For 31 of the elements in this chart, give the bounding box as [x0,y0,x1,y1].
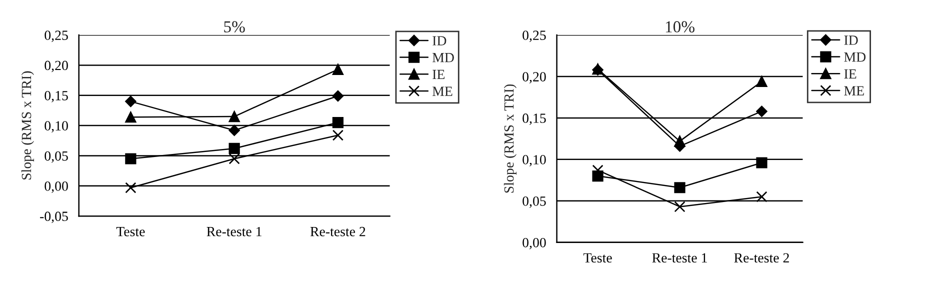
x-tick-label: Re-teste 1 [652,253,707,263]
y-tick-label: 0,00 [522,238,546,250]
legend-label: IE [844,69,856,78]
legend-label: MD [432,53,454,62]
y-tick-label: 0,25 [522,30,546,42]
y-tick-label: 0,00 [44,181,68,193]
x-tick-label: Teste [116,227,145,236]
y-tick-label: 0,15 [44,90,68,102]
y-tick-label: 0,05 [44,151,68,163]
y-axis-title: Slope (RMS x TRI) [504,84,517,193]
legend-label: ID [432,36,446,46]
x-tick-label: Re-teste 2 [310,226,366,236]
legend-label: ME [432,86,452,96]
legend-label: IE [432,70,445,79]
chart-title: 5% [224,21,245,32]
y-tick-label: 0,10 [44,121,68,133]
y-tick-label: 0,25 [44,30,68,42]
chart-title: 10% [666,21,694,32]
legend-label: MD [844,52,866,62]
y-tick-label: -0,05 [40,212,68,224]
legend-label: ME [844,86,864,96]
y-tick-label: 0,05 [522,196,546,208]
legend-label: ID [844,36,858,45]
y-tick-label: 0,20 [44,60,68,72]
x-tick-label: Re-teste 1 [206,226,262,236]
y-tick-label: 0,15 [522,114,546,125]
x-tick-label: Re-teste 2 [734,253,789,263]
x-tick-label: Teste [583,253,612,263]
y-axis-title: Slope (RMS x TRI) [21,71,34,180]
y-tick-label: 0,10 [522,155,546,166]
y-tick-label: 0,20 [522,72,546,84]
